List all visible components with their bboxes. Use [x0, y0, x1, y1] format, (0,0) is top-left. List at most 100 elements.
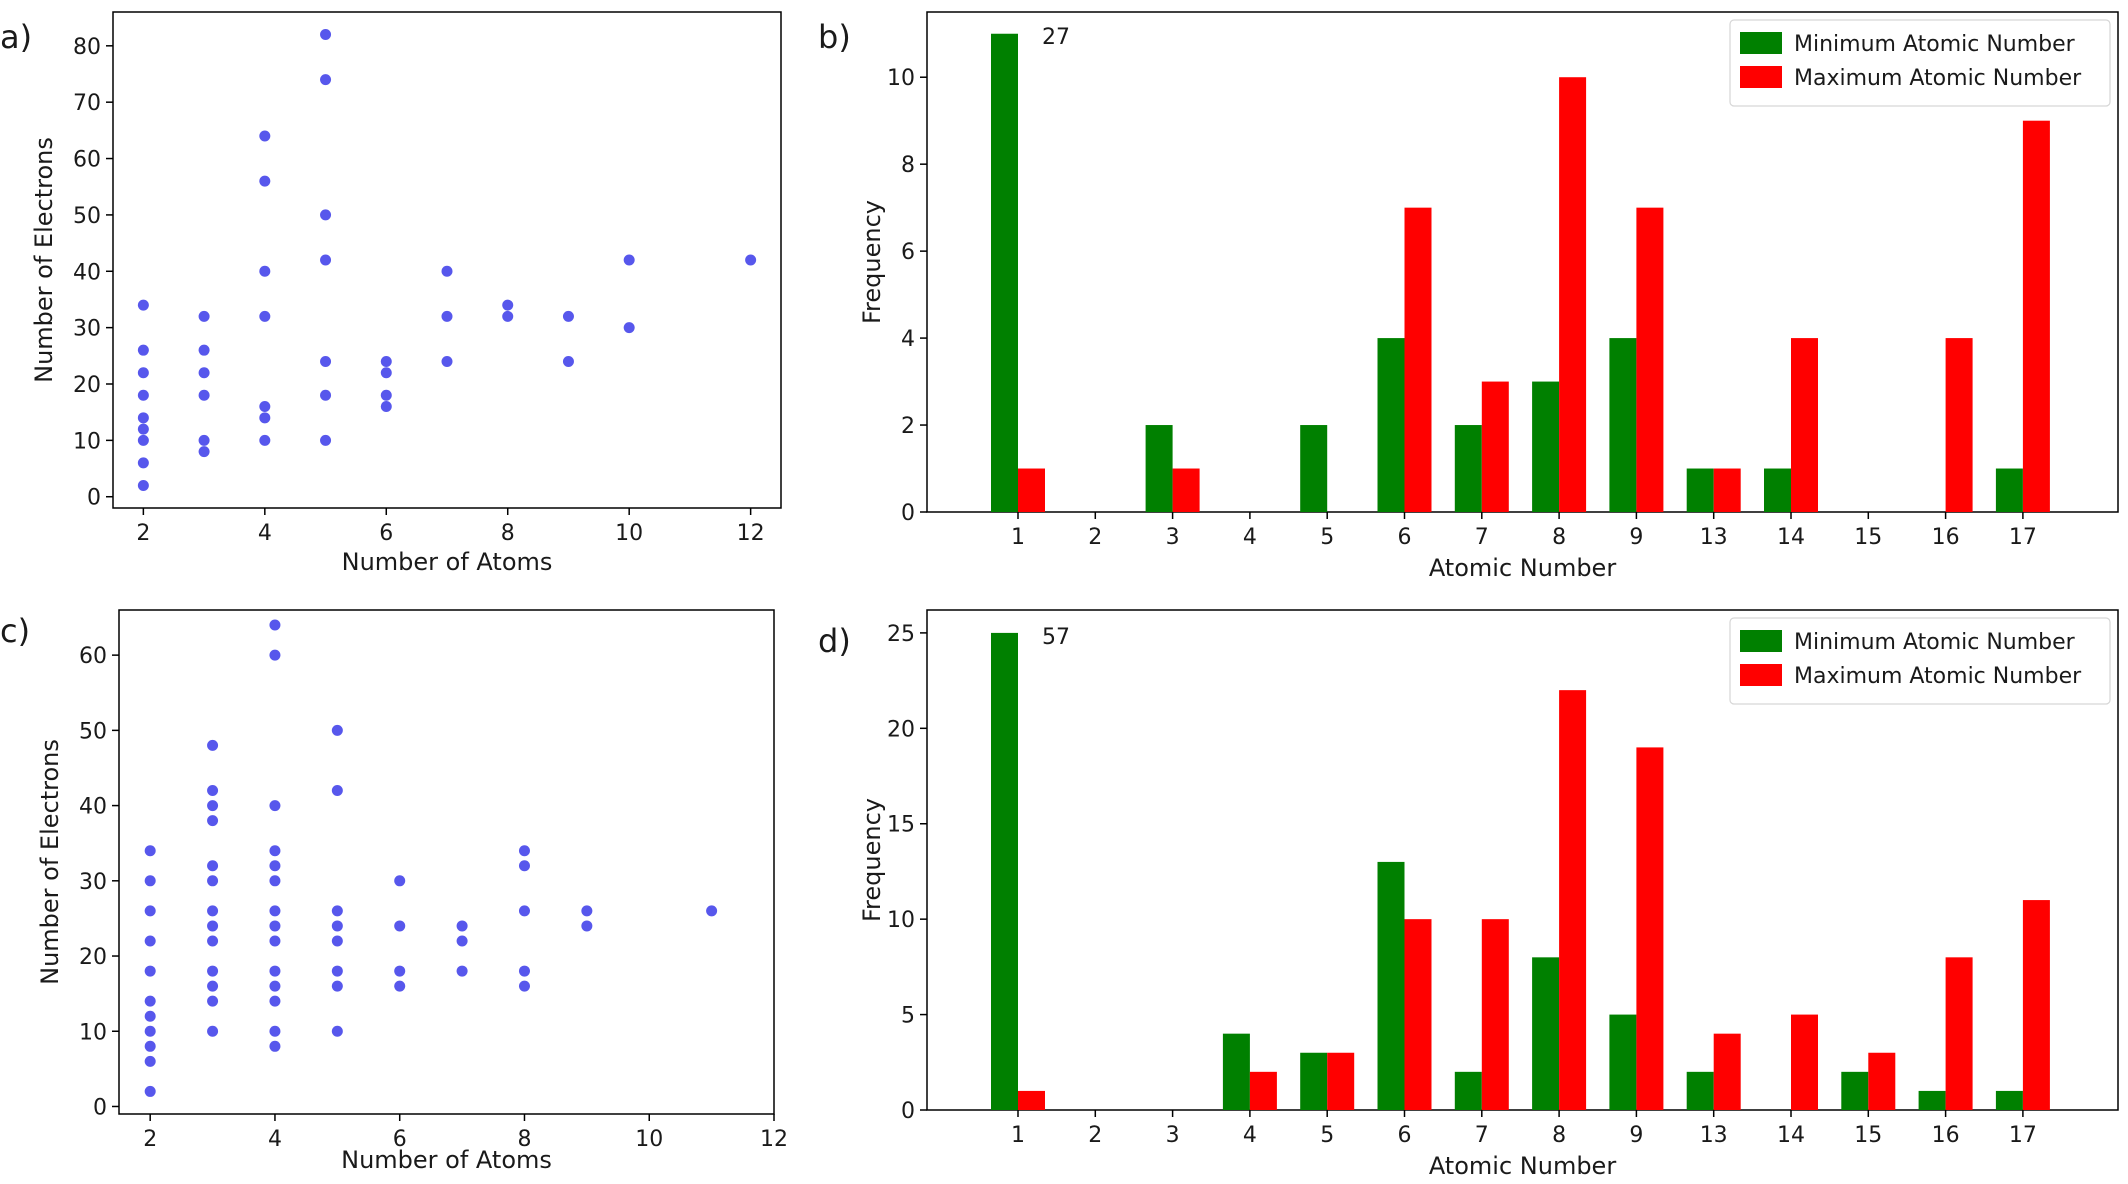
scatter-point	[259, 310, 271, 322]
plot-frame	[118, 609, 775, 1115]
scatter-point	[144, 845, 156, 857]
scatter-point	[207, 995, 219, 1007]
scatter-point	[207, 800, 219, 812]
x-tick-label: 16	[1932, 525, 1960, 550]
scatter-point	[269, 920, 281, 932]
x-tick-label: 8	[501, 521, 515, 546]
scatter-point	[144, 995, 156, 1007]
x-tick-label: 4	[258, 521, 272, 546]
bar-minimum	[1686, 468, 1714, 512]
x-tick-label: 6	[393, 1127, 407, 1152]
scatter-point	[269, 935, 281, 947]
bar-minimum	[1377, 338, 1405, 512]
x-tick-label: 15	[1854, 1123, 1882, 1148]
scatter-point	[441, 355, 453, 367]
bar-minimum	[1454, 1071, 1482, 1110]
legend-label: Maximum Atomic Number	[1794, 664, 2082, 689]
scatter-point	[562, 355, 574, 367]
scatter-point	[259, 265, 271, 277]
bar-minimum	[1995, 468, 2023, 512]
scatter-point	[380, 389, 392, 401]
scatter-point	[331, 920, 343, 932]
scatter-point	[259, 412, 271, 424]
scatter-point	[320, 29, 332, 41]
legend-swatch	[1740, 66, 1782, 88]
scatter-point	[269, 875, 281, 887]
x-tick-label: 4	[268, 1127, 282, 1152]
scatter-point	[394, 875, 406, 887]
scatter-point	[269, 980, 281, 992]
scatter-point	[623, 322, 635, 334]
x-tick-label: 17	[2009, 525, 2037, 550]
scatter-point	[502, 310, 514, 322]
scatter-point	[562, 310, 574, 322]
bar-minimum	[1454, 425, 1482, 512]
x-tick-label: 17	[2009, 1123, 2037, 1148]
scatter-point	[137, 389, 149, 401]
bar-minimum	[1841, 1071, 1869, 1110]
scatter-point	[144, 1055, 156, 1067]
x-tick-label: 7	[1475, 1123, 1489, 1148]
bar-minimum	[1918, 1090, 1946, 1110]
y-tick-label: 0	[901, 501, 915, 526]
scatter-point	[198, 310, 210, 322]
scatter-point	[320, 355, 332, 367]
y-tick-label: 4	[901, 327, 915, 352]
x-tick-label: 12	[760, 1127, 788, 1152]
bar-minimum	[1300, 1052, 1328, 1110]
scatter-point	[269, 905, 281, 917]
x-tick-label: 2	[136, 521, 150, 546]
legend-swatch	[1740, 32, 1782, 54]
scatter-point	[207, 815, 219, 827]
y-tick-label: 40	[73, 260, 101, 285]
scatter-point	[380, 367, 392, 379]
x-tick-label: 2	[1088, 525, 1102, 550]
panel-label: a)	[0, 18, 32, 56]
bar-minimum	[1222, 1033, 1250, 1110]
legend-label: Minimum Atomic Number	[1794, 630, 2076, 655]
bar-maximum	[1868, 1052, 1896, 1110]
scatter-point	[269, 800, 281, 812]
scatter-point	[441, 310, 453, 322]
legend-box	[1729, 19, 2111, 107]
x-tick-label: 2	[1088, 1123, 1102, 1148]
bar-minimum	[1686, 1071, 1714, 1110]
x-tick-label: 5	[1320, 525, 1334, 550]
scatter-point	[380, 355, 392, 367]
scatter-point	[502, 299, 514, 311]
scatter-point	[269, 1040, 281, 1052]
scatter-point	[518, 860, 530, 872]
scatter-point	[331, 980, 343, 992]
y-tick-label: 10	[79, 1020, 107, 1045]
scatter-point	[198, 434, 210, 446]
bar-maximum	[1945, 957, 1973, 1110]
x-axis-label: Atomic Number	[1429, 554, 1617, 582]
scatter-point	[706, 905, 718, 917]
bar-maximum	[1636, 747, 1664, 1110]
bar-minimum	[1609, 1014, 1637, 1110]
x-tick-label: 15	[1854, 525, 1882, 550]
y-tick-label: 15	[887, 813, 915, 838]
bar-maximum	[1713, 1033, 1741, 1110]
y-tick-label: 80	[73, 35, 101, 60]
y-tick-label: 10	[73, 429, 101, 454]
plot-frame	[926, 11, 2119, 513]
bar-minimum	[991, 33, 1018, 512]
bar-minimum	[1532, 381, 1560, 512]
x-tick-label: 7	[1475, 525, 1489, 550]
bar-minimum	[1764, 468, 1791, 512]
bar-maximum	[1018, 1090, 1045, 1110]
x-tick-label: 12	[737, 521, 765, 546]
scatter-point	[207, 739, 219, 751]
scatter-point	[269, 995, 281, 1007]
bar-maximum	[1791, 338, 1818, 512]
scatter-point	[456, 920, 468, 932]
scatter-point	[331, 935, 343, 947]
scatter-point	[320, 389, 332, 401]
x-tick-label: 6	[379, 521, 393, 546]
x-tick-label: 8	[517, 1127, 531, 1152]
scatter-point	[623, 254, 635, 266]
scatter-point	[144, 965, 156, 977]
